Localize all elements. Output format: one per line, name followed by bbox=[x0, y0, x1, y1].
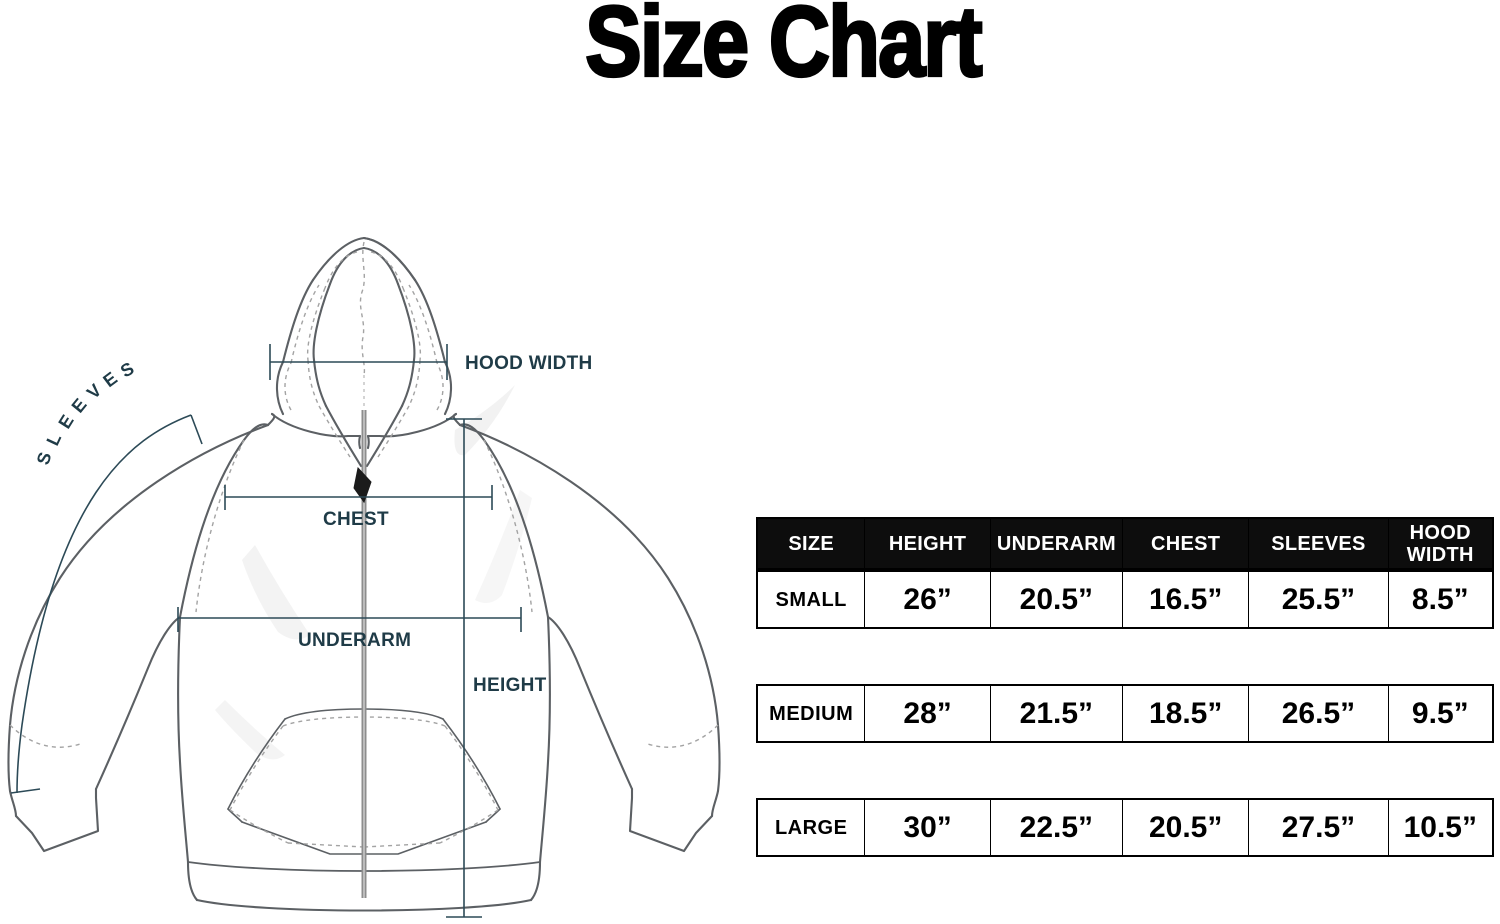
svg-text:S: S bbox=[33, 450, 56, 468]
svg-text:E: E bbox=[68, 395, 91, 417]
svg-text:HOOD WIDTH: HOOD WIDTH bbox=[465, 353, 593, 374]
svg-text:E: E bbox=[99, 368, 121, 391]
svg-text:L: L bbox=[42, 430, 65, 448]
svg-text:CHEST: CHEST bbox=[323, 509, 389, 530]
svg-text:HEIGHT: HEIGHT bbox=[473, 675, 547, 696]
svg-text:V: V bbox=[83, 380, 106, 403]
svg-text:E: E bbox=[54, 411, 77, 432]
svg-text:S: S bbox=[117, 358, 137, 381]
svg-text:UNDERARM: UNDERARM bbox=[298, 630, 411, 651]
